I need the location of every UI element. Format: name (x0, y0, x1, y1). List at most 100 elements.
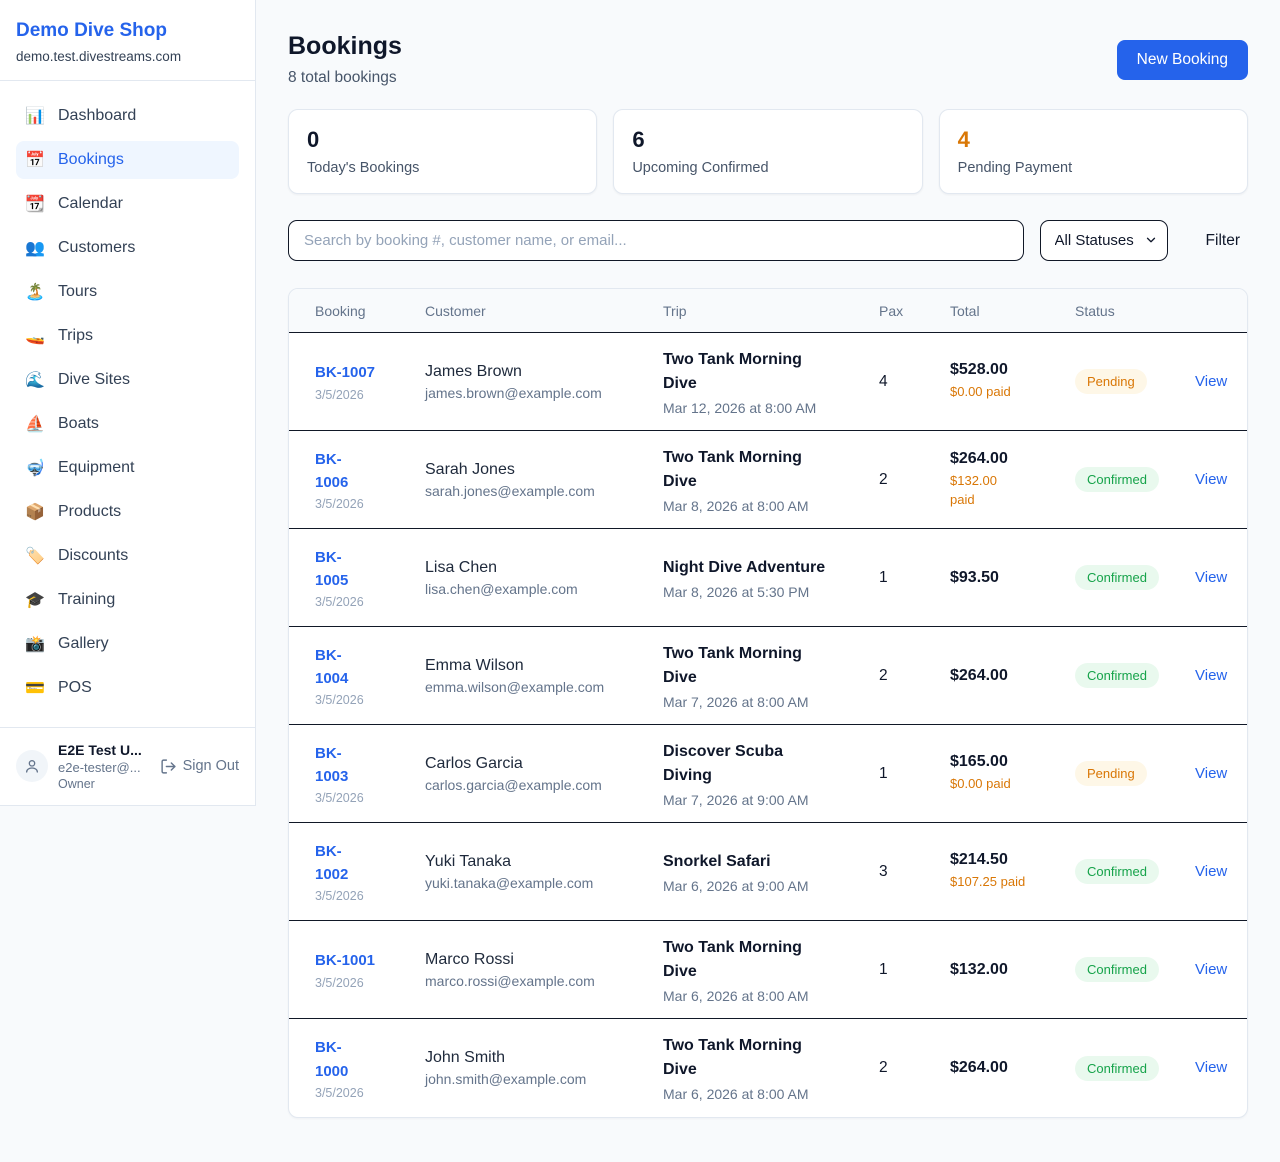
status-cell: Pending (1075, 761, 1195, 786)
sidebar-item-training[interactable]: 🎓 Training (16, 581, 239, 619)
customer-name: Lisa Chen (425, 558, 498, 576)
filter-button[interactable]: Filter (1198, 232, 1248, 250)
user-email: e2e-tester@... (58, 759, 141, 775)
sidebar-item-calendar[interactable]: 📆 Calendar (16, 185, 239, 223)
view-link[interactable]: View (1195, 666, 1228, 684)
customer-cell: Carlos Garcia carlos.garcia@example.com (425, 755, 663, 793)
stat-card-pending-payment: 4 Pending Payment (938, 109, 1248, 194)
tag-icon: 🏷️ (25, 547, 45, 565)
diving-mask-icon: 🤿 (25, 459, 45, 477)
sidebar-item-gallery[interactable]: 📸 Gallery (16, 625, 239, 663)
pax-cell: 2 (879, 666, 888, 684)
view-link[interactable]: View (1195, 960, 1228, 978)
sign-out-button[interactable]: Sign Out (160, 758, 239, 775)
brand-domain: demo.test.divestreams.com (16, 48, 182, 64)
sidebar-item-dive-sites[interactable]: 🌊 Dive Sites (16, 361, 239, 399)
booking-date: 3/5/2026 (315, 693, 364, 708)
customer-name: Emma Wilson (425, 656, 524, 674)
sidebar-item-tours[interactable]: 🏝️ Tours (16, 273, 239, 311)
table-row: BK-1000 3/5/2026 John Smith john.smith@e… (289, 1019, 1247, 1117)
trip-datetime: Mar 6, 2026 at 9:00 AM (663, 877, 809, 894)
status-cell: Confirmed (1075, 467, 1195, 492)
sidebar-item-label: Discounts (58, 546, 129, 564)
booking-cell: BK-1003 3/5/2026 (315, 742, 425, 806)
view-link[interactable]: View (1195, 470, 1228, 488)
sidebar-item-products[interactable]: 📦 Products (16, 493, 239, 531)
customer-name: James Brown (425, 362, 522, 380)
total-cell: $93.50 (950, 569, 1075, 587)
trip-datetime: Mar 7, 2026 at 9:00 AM (663, 791, 809, 808)
actions-cell: View (1195, 667, 1227, 685)
sidebar-item-pos[interactable]: 💳 POS (16, 669, 239, 707)
sidebar-item-customers[interactable]: 👥 Customers (16, 229, 239, 267)
status-badge: Confirmed (1075, 1055, 1159, 1081)
view-link[interactable]: View (1195, 568, 1228, 586)
sidebar-item-label: Dive Sites (58, 370, 131, 388)
customer-cell: James Brown james.brown@example.com (425, 363, 663, 401)
booking-date: 3/5/2026 (315, 975, 364, 990)
stat-value: 6 (632, 127, 645, 152)
stat-value: 4 (957, 127, 970, 152)
customer-cell: Sarah Jones sarah.jones@example.com (425, 461, 663, 499)
new-booking-button[interactable]: New Booking (1116, 40, 1248, 80)
trip-cell: Night Dive Adventure Mar 8, 2026 at 5:30… (663, 556, 879, 600)
pax-cell: 1 (879, 764, 888, 782)
filter-row: All Statuses Filter (288, 220, 1248, 261)
booking-link[interactable]: BK-1005 (315, 548, 349, 589)
table-header-row: Booking Customer Trip Pax Total Status (289, 289, 1247, 333)
booking-cell: BK-1004 3/5/2026 (315, 644, 425, 708)
sidebar-item-boats[interactable]: ⛵ Boats (16, 405, 239, 443)
sidebar-item-label: Bookings (58, 150, 124, 168)
booking-cell: BK-1002 3/5/2026 (315, 840, 425, 904)
customer-cell: Emma Wilson emma.wilson@example.com (425, 657, 663, 695)
brand-header[interactable]: Demo Dive Shop demo.test.divestreams.com (0, 0, 255, 81)
sidebar-item-label: Products (58, 502, 122, 520)
trip-cell: Discover Scuba Diving Mar 7, 2026 at 9:0… (663, 740, 879, 808)
total-cell: $528.00 $0.00 paid (950, 361, 1075, 402)
sidebar-item-label: Gallery (58, 634, 109, 652)
credit-card-icon: 💳 (25, 679, 45, 697)
booking-link[interactable]: BK-1004 (315, 646, 349, 687)
search-input[interactable] (288, 220, 1024, 261)
status-badge: Pending (1075, 369, 1147, 394)
sidebar-item-label: POS (58, 678, 92, 696)
view-link[interactable]: View (1195, 764, 1228, 782)
actions-cell: View (1195, 569, 1227, 587)
customer-name: Marco Rossi (425, 950, 514, 968)
sidebar-item-equipment[interactable]: 🤿 Equipment (16, 449, 239, 487)
status-cell: Confirmed (1075, 565, 1195, 590)
trip-cell: Two Tank Morning Dive Mar 8, 2026 at 8:0… (663, 446, 879, 514)
status-badge: Pending (1075, 761, 1147, 786)
sidebar-item-dashboard[interactable]: 📊 Dashboard (16, 97, 239, 135)
booking-link[interactable]: BK-1000 (315, 1039, 349, 1080)
booking-cell: BK-1001 3/5/2026 (315, 949, 425, 989)
graduation-cap-icon: 🎓 (25, 591, 45, 609)
booking-date: 3/5/2026 (315, 791, 364, 806)
sidebar-item-discounts[interactable]: 🏷️ Discounts (16, 537, 239, 575)
total-cell: $264.00 $132.00 paid (950, 450, 1075, 510)
pax-cell: 4 (879, 372, 888, 390)
view-link[interactable]: View (1195, 372, 1228, 390)
page-header-text: Bookings 8 total bookings (288, 32, 402, 87)
trip-cell: Two Tank Morning Dive Mar 12, 2026 at 8:… (663, 348, 879, 416)
view-link[interactable]: View (1195, 1059, 1228, 1076)
status-badge: Confirmed (1075, 957, 1159, 982)
page-title: Bookings (288, 32, 402, 60)
status-filter-select[interactable]: All Statuses (1039, 220, 1168, 261)
sidebar-item-bookings[interactable]: 📅 Bookings (16, 140, 239, 179)
sidebar-nav: 📊 Dashboard 📅 Bookings 📆 Calendar 👥 Cust… (0, 81, 255, 727)
stat-label: Upcoming Confirmed (632, 160, 769, 176)
customer-cell: Lisa Chen lisa.chen@example.com (425, 559, 663, 597)
booking-link[interactable]: BK-1002 (315, 842, 349, 883)
booking-link[interactable]: BK-1007 (315, 364, 376, 382)
view-link[interactable]: View (1195, 862, 1228, 880)
total-amount: $93.50 (950, 568, 999, 586)
sidebar-item-trips[interactable]: 🚤 Trips (16, 317, 239, 355)
booking-link[interactable]: BK-1003 (315, 744, 349, 785)
booking-link[interactable]: BK-1006 (315, 450, 349, 491)
trip-cell: Two Tank Morning Dive Mar 6, 2026 at 8:0… (663, 936, 879, 1004)
booking-date: 3/5/2026 (315, 387, 364, 402)
avatar (16, 750, 48, 783)
booking-link[interactable]: BK-1001 (315, 952, 376, 970)
total-amount: $132.00 (950, 960, 1008, 978)
